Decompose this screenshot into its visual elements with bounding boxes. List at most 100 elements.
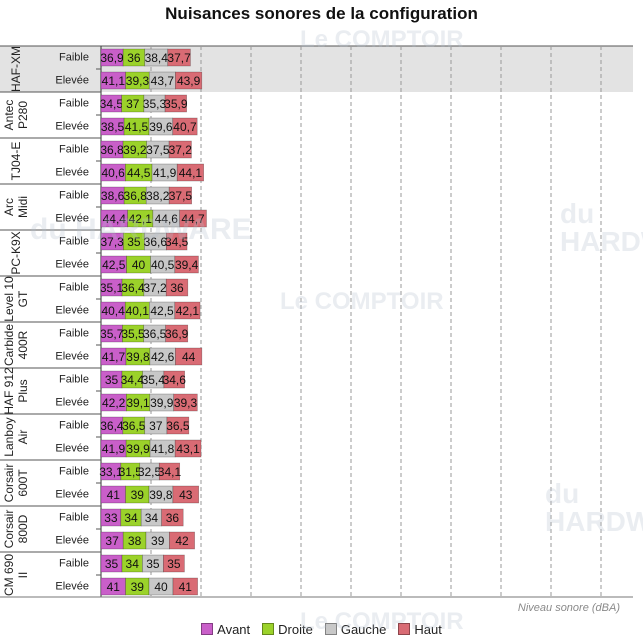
row-label: Faible: [59, 374, 89, 386]
data-label: 33,1: [99, 465, 123, 479]
row-label: Faible: [59, 466, 89, 478]
legend-swatch: [201, 623, 214, 635]
data-label: 36,5: [143, 327, 167, 341]
group-label: II: [16, 572, 30, 579]
bar-segment-haut: [163, 370, 185, 389]
data-label: 40,5: [151, 258, 175, 272]
data-label: 39,2: [123, 143, 147, 157]
data-label: 35,4: [142, 373, 166, 387]
group-label: Midi: [16, 196, 30, 218]
row-label: Faible: [59, 558, 89, 570]
data-label: 42,1: [129, 212, 153, 226]
data-label: 36,8: [124, 189, 148, 203]
row-label: Elevée: [55, 121, 89, 133]
data-label: 37: [126, 97, 140, 111]
row-label: Faible: [59, 328, 89, 340]
bar-segment-gauche: [140, 508, 162, 527]
bar-segment-haut: [163, 554, 185, 573]
group-label: Corsair: [2, 464, 16, 503]
data-label: 37,5: [169, 189, 193, 203]
data-label: 43,9: [177, 74, 201, 88]
group-label: CM 690: [2, 554, 16, 596]
data-label: 42: [175, 534, 189, 548]
data-label: 36,9: [100, 51, 124, 65]
group-highlight: [0, 46, 633, 92]
bar-segment-haut: [175, 347, 203, 366]
bar-segment-haut: [172, 485, 199, 504]
data-label: 43,7: [151, 74, 175, 88]
data-label: 32,5: [138, 465, 162, 479]
data-label: 34,5: [100, 97, 124, 111]
data-label: 42,2: [102, 396, 126, 410]
data-label: 41,8: [151, 442, 175, 456]
data-label: 38,2: [146, 189, 170, 203]
legend-item-gauche: Gauche: [324, 622, 386, 637]
bar-segment-haut: [174, 439, 202, 458]
data-label: 36,5: [166, 419, 190, 433]
row-label: Elevée: [55, 397, 89, 409]
data-label: 36,6: [144, 235, 168, 249]
bar-segment-haut: [173, 393, 198, 412]
data-label: 37,2: [143, 281, 167, 295]
data-label: 34: [126, 557, 140, 571]
data-label: 39: [131, 580, 145, 594]
bar-segment-gauche: [152, 209, 180, 228]
data-label: 37,3: [101, 235, 125, 249]
group-label: Lanboy: [2, 417, 16, 456]
data-label: 36: [127, 51, 141, 65]
data-label: 36,5: [122, 419, 146, 433]
data-label: 41,9: [102, 442, 126, 456]
data-label: 37: [149, 419, 163, 433]
data-label: 35,7: [100, 327, 124, 341]
data-label: 38,5: [101, 120, 125, 134]
row-label: Elevée: [55, 259, 89, 271]
bar-segment-haut: [176, 163, 204, 182]
data-label: 42,5: [150, 304, 174, 318]
data-label: 41,5: [125, 120, 149, 134]
data-label: 39,4: [175, 258, 199, 272]
data-label: 37,2: [169, 143, 193, 157]
bar-segment-haut: [174, 255, 199, 274]
row-label: Faible: [59, 420, 89, 432]
data-label: 41,1: [102, 74, 126, 88]
bar-segment-haut: [174, 301, 201, 320]
group-label: TJ04-E: [9, 142, 23, 181]
data-label: 39,8: [126, 350, 150, 364]
bar-segment-haut: [161, 508, 184, 527]
row-label: Elevée: [55, 351, 89, 363]
data-label: 35: [167, 557, 181, 571]
legend-swatch: [324, 623, 337, 635]
bar-segment-haut: [172, 577, 198, 596]
group-label: PC-K9X: [9, 231, 23, 274]
data-label: 43: [179, 488, 193, 502]
data-label: 44: [182, 350, 196, 364]
data-label: 39,9: [126, 442, 150, 456]
data-label: 35: [105, 557, 119, 571]
data-label: 44,5: [127, 166, 151, 180]
data-label: 39,6: [149, 120, 173, 134]
group-label: Air: [16, 430, 30, 445]
data-label: 35: [146, 557, 160, 571]
data-label: 44,7: [181, 212, 205, 226]
data-label: 41: [179, 580, 193, 594]
row-label: Elevée: [55, 213, 89, 225]
data-label: 34,5: [165, 235, 189, 249]
bar-segment-haut: [166, 416, 190, 435]
bar-segment-haut: [165, 324, 189, 343]
group-label: Level 10: [2, 276, 16, 322]
group-label: Antec: [2, 100, 16, 131]
data-label: 35: [105, 373, 119, 387]
bar-segment-haut: [179, 209, 207, 228]
row-label: Faible: [59, 52, 89, 64]
bar-segment-gauche: [143, 94, 166, 113]
data-label: 35: [127, 235, 141, 249]
data-label: 39,3: [126, 74, 150, 88]
data-label: 36: [166, 511, 180, 525]
row-label: Elevée: [55, 535, 89, 547]
row-label: Faible: [59, 512, 89, 524]
group-label: 400R: [16, 330, 30, 359]
data-label: 41,7: [102, 350, 126, 364]
row-label: Elevée: [55, 581, 89, 593]
legend-item-droite: Droite: [262, 622, 313, 637]
